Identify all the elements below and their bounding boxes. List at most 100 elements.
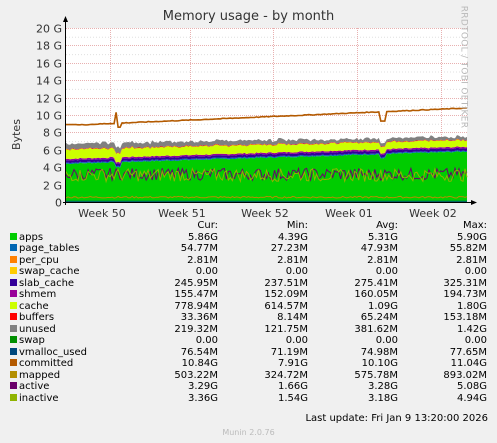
munin-version: Munin 2.0.76 bbox=[222, 428, 275, 437]
legend-avg-value: 0.00 bbox=[375, 266, 398, 277]
legend-label: swap_cache bbox=[19, 266, 80, 277]
legend-avg-value: 47.93M bbox=[360, 243, 398, 254]
area-band bbox=[66, 151, 467, 202]
legend-min-value: 71.19M bbox=[270, 346, 308, 358]
legend-avg-value: 3.18G bbox=[367, 392, 398, 404]
legend-series-name: buffers bbox=[10, 312, 128, 324]
legend-series-name: active bbox=[10, 381, 128, 393]
x-tick-label: Week 51 bbox=[158, 207, 206, 220]
legend-min-value: 152.09M bbox=[264, 289, 308, 300]
legend-row-swap: swap 0.00 0.00 0.00 0.00 bbox=[10, 335, 487, 347]
legend-series-name: swap bbox=[10, 335, 128, 347]
legend-min-value: 614.57M bbox=[264, 300, 308, 312]
legend-min-value: 4.39G bbox=[277, 231, 308, 243]
legend-row-slab-cache: slab_cache 245.95M 237.51M 275.41M 325.31M bbox=[10, 278, 487, 290]
legend-min-value: 27.23M bbox=[270, 243, 308, 254]
legend-label: mapped bbox=[19, 369, 61, 381]
legend-label: unused bbox=[19, 323, 56, 335]
legend-swatch bbox=[10, 393, 17, 401]
legend-label: buffers bbox=[19, 312, 55, 323]
legend-avg-value: 2.81M bbox=[367, 254, 398, 266]
legend-max-value: 0.00 bbox=[464, 335, 487, 346]
legend-max-value: 1.42G bbox=[456, 323, 487, 335]
legend-cur-value: 76.54M bbox=[180, 346, 218, 358]
legend-max-value: 153.18M bbox=[443, 312, 487, 323]
legend-label: cache bbox=[19, 300, 49, 312]
y-tick-label: 6 G bbox=[43, 145, 62, 158]
x-tick-label: Week 02 bbox=[409, 207, 457, 220]
x-tick-label: Week 52 bbox=[241, 207, 289, 220]
legend-row-per-cpu: per_cpu 2.81M 2.81M 2.81M 2.81M bbox=[10, 255, 487, 267]
legend-row-mapped: mapped 503.22M 324.72M 575.78M 893.02M bbox=[10, 370, 487, 382]
legend-cur-value: 0.00 bbox=[195, 266, 218, 277]
legend-swatch bbox=[10, 278, 17, 286]
legend-swatch bbox=[10, 347, 17, 355]
legend-avg-value: 74.98M bbox=[360, 346, 398, 358]
x-tick-label: Week 01 bbox=[325, 207, 373, 220]
legend-row-shmem: shmem 155.47M 152.09M 160.05M 194.73M bbox=[10, 289, 487, 301]
legend-body: apps 5.86G 4.39G 5.31G 5.90G page_tables 54.77… bbox=[10, 232, 487, 405]
legend-series-name: unused bbox=[10, 324, 128, 336]
legend-row-active: active 3.29G 1.66G 3.28G 5.08G bbox=[10, 381, 487, 393]
last-update: Last update: Fri Jan 9 13:20:00 2026 bbox=[305, 413, 488, 424]
legend-row-unused: unused 219.32M 121.75M 381.62M 1.42G bbox=[10, 324, 487, 336]
legend-avg-value: 65.24M bbox=[360, 312, 398, 323]
legend-avg-value: 0.00 bbox=[375, 335, 398, 346]
active-line bbox=[65, 166, 468, 183]
legend-max-value: 0.00 bbox=[464, 266, 487, 277]
legend-label: shmem bbox=[19, 289, 57, 300]
legend-row-swap-cache: swap_cache 0.00 0.00 0.00 0.00 bbox=[10, 266, 487, 278]
legend-avg-value: 381.62M bbox=[354, 323, 398, 335]
legend-min-value: 324.72M bbox=[264, 369, 308, 381]
legend-row-committed: committed 10.84G 7.91G 10.10G 11.04G bbox=[10, 358, 487, 370]
chart-title: Memory usage - by month bbox=[162, 9, 335, 24]
legend-cur-value: 54.77M bbox=[180, 243, 218, 254]
legend-label: page_tables bbox=[19, 243, 80, 254]
y-tick-label: 12 G bbox=[36, 93, 62, 106]
legend-max-value: 1.80G bbox=[456, 300, 487, 312]
legend-min-value: 8.14M bbox=[277, 312, 308, 323]
legend-row-buffers: buffers 33.36M 8.14M 65.24M 153.18M bbox=[10, 312, 487, 324]
legend-header-min: Min: bbox=[286, 220, 308, 231]
legend-series-name: apps bbox=[10, 232, 128, 244]
legend-label: inactive bbox=[19, 392, 59, 404]
legend-max-value: 55.82M bbox=[449, 243, 487, 254]
legend-table: Cur: Min: Avg: Max: apps 5.86G 4.39G 5.31G 5… bbox=[10, 220, 487, 404]
area-band bbox=[66, 135, 467, 154]
legend-row-inactive: inactive 3.36G 1.54G 3.18G 4.94G bbox=[10, 393, 487, 405]
legend-series-name: vmalloc_used bbox=[10, 347, 128, 359]
legend-cur-value: 33.36M bbox=[180, 312, 218, 323]
legend-swatch bbox=[10, 290, 17, 297]
legend-swatch bbox=[10, 301, 17, 309]
y-axis-arrow bbox=[63, 16, 68, 22]
legend-label: committed bbox=[19, 358, 74, 369]
y-tick-label: 8 G bbox=[43, 127, 62, 140]
legend-cur-value: 10.84G bbox=[181, 358, 218, 369]
x-axis-arrow bbox=[471, 200, 477, 205]
legend-label: per_cpu bbox=[19, 254, 59, 266]
legend-swatch bbox=[10, 336, 17, 343]
legend-max-value: 893.02M bbox=[443, 369, 487, 381]
legend-cur-value: 3.29G bbox=[187, 381, 218, 392]
legend-row-apps: apps 5.86G 4.39G 5.31G 5.90G bbox=[10, 232, 487, 244]
legend-max-value: 4.94G bbox=[456, 392, 487, 404]
legend-cur-value: 245.95M bbox=[174, 277, 218, 289]
legend-max-value: 5.90G bbox=[456, 231, 487, 243]
x-tick-label: Week 50 bbox=[78, 207, 126, 220]
legend-cur-value: 155.47M bbox=[174, 289, 218, 300]
legend-max-value: 77.65M bbox=[449, 346, 487, 358]
legend-max-value: 2.81M bbox=[456, 254, 487, 266]
legend-cur-value: 2.81M bbox=[187, 254, 218, 266]
y-tick-label: 20 G bbox=[36, 23, 62, 36]
legend-avg-value: 160.05M bbox=[354, 289, 398, 300]
legend-series-name: per_cpu bbox=[10, 255, 128, 267]
y-tick-label: 18 G bbox=[36, 40, 62, 53]
legend-cur-value: 219.32M bbox=[174, 323, 218, 335]
legend-min-value: 0.00 bbox=[285, 266, 308, 277]
area-band bbox=[66, 139, 467, 163]
legend-avg-value: 275.41M bbox=[354, 277, 398, 289]
legend-swatch bbox=[10, 359, 17, 366]
legend-min-value: 1.54G bbox=[277, 392, 308, 404]
legend-label: slab_cache bbox=[19, 277, 75, 289]
